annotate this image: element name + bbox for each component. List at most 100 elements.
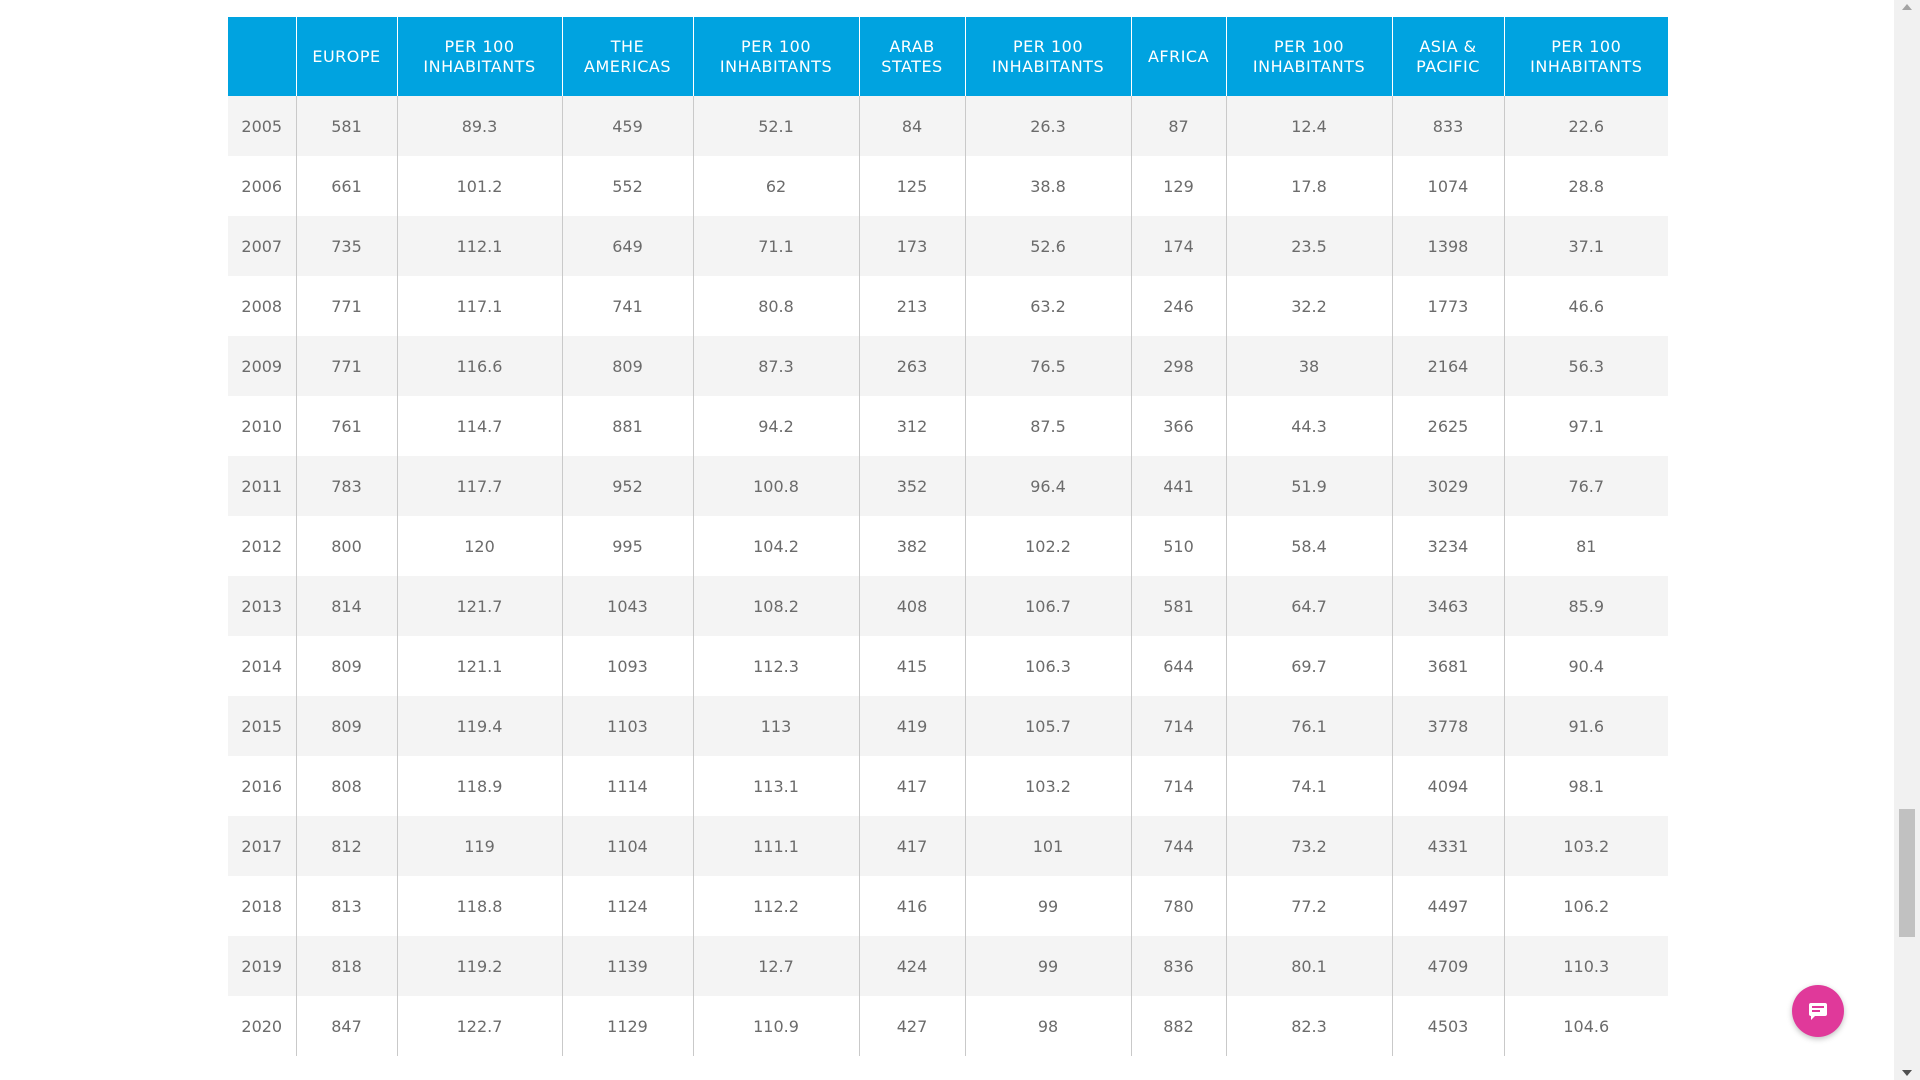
table-cell: 581 [1130,576,1226,636]
table-cell: 809 [295,636,397,696]
table-cell: 382 [858,516,965,576]
table-cell: 417 [858,756,965,816]
table-cell: 881 [561,396,693,456]
table-cell: 37.1 [1503,216,1668,276]
table-cell: 847 [295,996,397,1056]
table-cell: 814 [295,576,397,636]
table-cell: 836 [1130,936,1226,996]
table-cell: 780 [1130,876,1226,936]
table-cell: 366 [1130,396,1226,456]
header-row: EUROPE PER 100 INHABITANTS THE AMERICAS PER… [228,17,1668,96]
table-cell: 97.1 [1503,396,1668,456]
table-cell: 112.2 [692,876,859,936]
table-cell: 44.3 [1225,396,1392,456]
table-cell: 125 [858,156,965,216]
table-cell: 818 [295,936,397,996]
table-cell: 741 [561,276,693,336]
table-cell: 87 [1130,96,1226,156]
table-cell: 22.6 [1503,96,1668,156]
table-cell: 813 [295,876,397,936]
table-cell: 106.3 [964,636,1131,696]
year-cell: 2015 [228,696,296,756]
table-cell: 2164 [1391,336,1504,396]
table-cell: 101 [964,816,1131,876]
table-cell: 771 [295,276,397,336]
table-cell: 3029 [1391,456,1504,516]
chat-button[interactable] [1792,985,1844,1037]
table-cell: 114.7 [396,396,562,456]
table-cell: 4497 [1391,876,1504,936]
table-cell: 246 [1130,276,1226,336]
table-cell: 459 [561,96,693,156]
table-cell: 113.1 [692,756,859,816]
table-cell: 808 [295,756,397,816]
table-cell: 3234 [1391,516,1504,576]
table-cell: 714 [1130,756,1226,816]
table-cell: 118.8 [396,876,562,936]
scrollbar-thumb[interactable] [1899,809,1915,937]
table-cell: 427 [858,996,965,1056]
table-cell: 108.2 [692,576,859,636]
table-cell: 104.2 [692,516,859,576]
table-cell: 84 [858,96,965,156]
table-cell: 661 [295,156,397,216]
table-cell: 800 [295,516,397,576]
table-cell: 119 [396,816,562,876]
table-cell: 63.2 [964,276,1131,336]
table-cell: 174 [1130,216,1226,276]
table-cell: 783 [295,456,397,516]
table-cell: 12.4 [1225,96,1392,156]
table-cell: 1124 [561,876,693,936]
table-cell: 510 [1130,516,1226,576]
table-cell: 117.1 [396,276,562,336]
vertical-scrollbar[interactable] [1894,0,1920,1080]
table-cell: 17.8 [1225,156,1392,216]
scroll-up-arrow-icon[interactable] [1902,4,1912,10]
year-cell: 2010 [228,396,296,456]
table-cell: 882 [1130,996,1226,1056]
table-cell: 105.7 [964,696,1131,756]
table-cell: 12.7 [692,936,859,996]
table-row: 2020 847 122.7 1129 110.9 427 98 882 82.3 4503 104… [228,996,1668,1056]
table-cell: 87.3 [692,336,859,396]
year-cell: 2019 [228,936,296,996]
table-cell: 649 [561,216,693,276]
table-cell: 1074 [1391,156,1504,216]
table-cell: 73.2 [1225,816,1392,876]
table-cell: 90.4 [1503,636,1668,696]
table-row: 2012 800 120 995 104.2 382 102.2 510 58.4 3234 81 [228,516,1668,576]
table-cell: 1093 [561,636,693,696]
year-cell: 2008 [228,276,296,336]
table-cell: 112.3 [692,636,859,696]
table-cell: 424 [858,936,965,996]
table-row: 2018 813 118.8 1124 112.2 416 99 780 77.2 4497 106… [228,876,1668,936]
table-cell: 110.9 [692,996,859,1056]
table-cell: 28.8 [1503,156,1668,216]
table-cell: 417 [858,816,965,876]
table-row: 2010 761 114.7 881 94.2 312 87.5 366 44.3 2625 97.… [228,396,1668,456]
table-cell: 714 [1130,696,1226,756]
table-cell: 52.1 [692,96,859,156]
table-cell: 104.6 [1503,996,1668,1056]
scroll-down-arrow-icon[interactable] [1902,1070,1912,1076]
table-cell: 1114 [561,756,693,816]
table-cell: 4331 [1391,816,1504,876]
table-cell: 3463 [1391,576,1504,636]
table-cell: 119.4 [396,696,562,756]
table-row: 2017 812 119 1104 111.1 417 101 744 73.2 4331 103.… [228,816,1668,876]
year-cell: 2020 [228,996,296,1056]
table-cell: 81 [1503,516,1668,576]
table-cell: 56.3 [1503,336,1668,396]
table-cell: 110.3 [1503,936,1668,996]
table-cell: 106.2 [1503,876,1668,936]
table-cell: 644 [1130,636,1226,696]
table-cell: 263 [858,336,965,396]
table-cell: 111.1 [692,816,859,876]
table-cell: 121.1 [396,636,562,696]
year-cell: 2011 [228,456,296,516]
table-cell: 69.7 [1225,636,1392,696]
table-cell: 103.2 [1503,816,1668,876]
year-cell: 2017 [228,816,296,876]
header-cell: PER 100 INHABITANTS [1503,17,1668,96]
table-cell: 1103 [561,696,693,756]
